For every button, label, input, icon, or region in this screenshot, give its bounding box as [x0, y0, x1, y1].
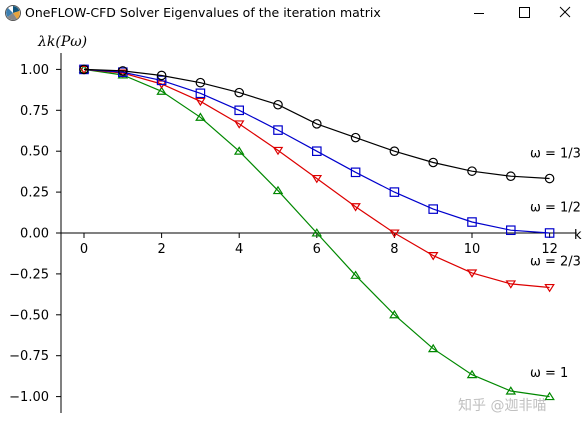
data-point: [195, 112, 206, 121]
minimize-button[interactable]: [456, 0, 502, 26]
y-tick-label: 0.25: [20, 186, 49, 201]
y-tick-label: −0.75: [9, 349, 49, 364]
close-icon: [559, 6, 571, 18]
data-point: [389, 309, 400, 319]
data-point: [311, 228, 323, 237]
data-point: [234, 105, 244, 116]
title-bar[interactable]: OneFLOW-CFD Solver Eigenvalues of the it…: [0, 0, 582, 26]
data-point: [389, 187, 400, 197]
data-point: [195, 77, 206, 88]
data-point: [467, 166, 477, 176]
data-point: [118, 66, 128, 76]
data-point: [467, 217, 477, 227]
data-point: [389, 229, 400, 238]
x-axis-label: k: [574, 228, 582, 243]
y-tick-label: 0.75: [20, 104, 49, 119]
y-tick-label: −0.50: [9, 308, 49, 323]
series-line: [83, 68, 550, 398]
data-point: [544, 228, 555, 238]
data-point: [273, 125, 283, 135]
data-point: [156, 75, 167, 86]
data-point: [350, 167, 361, 178]
x-tick-label: 4: [235, 242, 243, 257]
data-point: [79, 64, 89, 75]
eigenvalue-chart: 1.00 0.75 0.50 0.25 0.00 −0.25 −0.50 −0.75 −1.00…: [9, 34, 582, 413]
y-tick-label: 1.00: [20, 63, 49, 78]
data-point: [544, 173, 555, 184]
data-point: [234, 87, 244, 98]
window-title: OneFLOW-CFD Solver Eigenvalues of the it…: [25, 5, 381, 20]
data-point: [505, 280, 517, 289]
x-tick-label: 12: [541, 242, 558, 257]
data-point: [117, 69, 129, 78]
data-point: [466, 269, 478, 278]
data-point: [350, 203, 361, 212]
data-point: [428, 204, 438, 214]
close-button[interactable]: [546, 0, 582, 26]
data-point: [544, 391, 555, 401]
series-label: ω = 1/2: [530, 201, 581, 216]
data-point: [273, 99, 283, 110]
data-point: [311, 119, 322, 129]
x-tick-label: 10: [464, 242, 481, 257]
series-label: ω = 1/3: [530, 147, 581, 162]
matplotlib-figure-icon: [4, 4, 22, 22]
data-point: [233, 146, 245, 155]
data-point: [156, 86, 167, 95]
series-line: [83, 68, 550, 180]
data-point: [350, 270, 361, 279]
data-point: [195, 97, 206, 107]
data-point: [428, 157, 438, 168]
maximize-button[interactable]: [502, 0, 548, 26]
y-axis-label: λk(Pω): [37, 34, 87, 50]
data-point: [195, 88, 206, 99]
y-tick-label: −1.00: [9, 390, 49, 405]
y-tick-label: −0.25: [9, 267, 49, 282]
data-point: [156, 70, 167, 81]
data-point: [466, 369, 478, 379]
data-point: [311, 174, 323, 184]
minimize-icon: [474, 13, 484, 14]
data-point: [272, 146, 284, 156]
series-label: ω = 2/3: [530, 255, 581, 270]
data-point: [233, 120, 245, 129]
data-point: [505, 386, 517, 395]
data-point: [350, 132, 361, 143]
data-point: [506, 225, 516, 236]
data-point: [427, 343, 439, 353]
x-tick-label: 6: [313, 242, 321, 257]
series-line: [83, 68, 550, 234]
x-tick-label: 0: [80, 242, 88, 257]
watermark: 知乎 @迦非喵: [458, 398, 547, 414]
data-point: [427, 252, 439, 261]
y-tick-label: 0.50: [20, 145, 49, 160]
data-point: [505, 171, 516, 182]
data-point: [389, 146, 400, 156]
data-point: [312, 146, 322, 156]
data-point: [272, 185, 284, 195]
maximize-icon: [519, 7, 530, 18]
data-point: [544, 283, 555, 293]
series-label: ω = 1: [530, 366, 568, 381]
x-tick-label: 2: [157, 242, 165, 257]
x-tick-label: 8: [390, 242, 398, 257]
y-tick-label: 0.00: [20, 227, 49, 242]
